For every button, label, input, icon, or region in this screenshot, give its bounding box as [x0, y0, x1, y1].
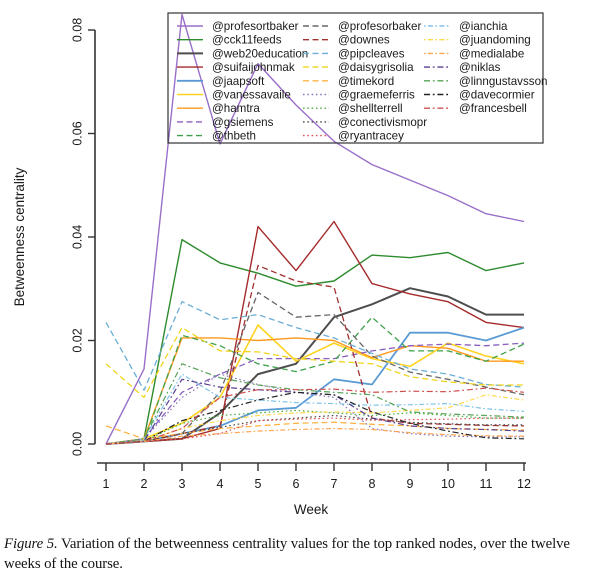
legend-label-profesortbaker: @profesortbaker	[212, 20, 299, 33]
legend-label-daisygrisolia: @daisygrisolia	[338, 61, 414, 74]
x-tick-label: 12	[517, 477, 531, 491]
legend-label-francesbell: @francesbell	[459, 102, 527, 115]
x-tick-label: 2	[141, 477, 148, 491]
x-tick-label: 6	[293, 477, 300, 491]
legend-label-graemeferris: @graemeferris	[338, 89, 415, 102]
legend-item: @cck11feeds	[177, 34, 282, 47]
y-tick-label: 0.02	[70, 328, 84, 352]
legend-label-gsiemens: @gsiemens	[212, 116, 274, 129]
legend-item: @medialabe	[424, 47, 524, 60]
legend-item: @daisygrisolia	[303, 61, 414, 74]
x-tick-label: 1	[103, 477, 110, 491]
series-line-medialabe	[105, 427, 525, 445]
series-line-ryantracey	[105, 417, 524, 445]
legend-item: @jaapsoft	[177, 75, 265, 88]
legend-item: @thbeth	[177, 130, 256, 143]
y-tick-label: 0.00	[70, 432, 84, 456]
series-line-linngustavsson	[105, 363, 525, 445]
legend-item: @ianchia	[424, 20, 508, 33]
legend-label-hamtra: @hamtra	[212, 102, 260, 115]
series-line-francesbell	[105, 387, 525, 445]
series-line-profesortbaker	[105, 13, 525, 445]
legend-item: @vanessavaile	[177, 89, 291, 102]
series-line-hamtra	[105, 337, 524, 445]
y-tick-label: 0.04	[70, 225, 84, 249]
series-line-cck11feeds	[105, 238, 525, 445]
legend-label-shellterrell: @shellterrell	[338, 102, 403, 115]
y-axis-title: Betweenness centrality	[12, 167, 27, 306]
legend-item: @davecormier	[424, 89, 535, 102]
x-axis-title: Week	[294, 502, 329, 517]
figure-caption: Figure 5. Variation of the betweenness c…	[4, 535, 580, 574]
y-tick-label: 0.08	[70, 18, 84, 42]
legend-label-linngustavsson: @linngustavsson	[459, 75, 547, 88]
legend-label-vanessavaile: @vanessavaile	[212, 89, 291, 102]
legend-label-downes: @downes	[338, 34, 390, 47]
legend-item: @downes	[303, 34, 390, 47]
legend-label-web20education: @web20education	[212, 47, 308, 60]
series-line-conectivismopr	[105, 414, 524, 445]
legend-label-timekord: @timekord	[338, 75, 394, 88]
legend-border	[167, 12, 544, 144]
legend-item: @francesbell	[424, 102, 527, 115]
series-line-profesorbaker	[105, 291, 525, 445]
legend-item: @ryantracey	[303, 130, 404, 143]
x-tick-label: 4	[217, 477, 224, 491]
legend-label-davecormier: @davecormier	[459, 89, 535, 102]
x-tick-label: 5	[255, 477, 262, 491]
x-tick-label: 8	[369, 477, 376, 491]
legend-label-ianchia: @ianchia	[459, 20, 508, 33]
legend-item: @niklas	[424, 61, 501, 74]
x-tick-label: 7	[331, 477, 338, 491]
legend-item: @graemeferris	[303, 89, 415, 102]
legend-label-ryantracey: @ryantracey	[338, 130, 404, 143]
series-lines	[105, 13, 525, 445]
legend-label-jaapsoft: @jaapsoft	[212, 75, 265, 88]
series-line-vanessavaile	[105, 324, 525, 445]
legend-label-pipcleaves: @pipcleaves	[338, 47, 405, 60]
legend-item: @juandoming	[424, 34, 531, 47]
legend-item: @profesorbaker	[303, 20, 421, 33]
legend-label-thbeth: @thbeth	[212, 130, 256, 143]
legend-label-medialabe: @medialabe	[459, 47, 524, 60]
legend-label-niklas: @niklas	[459, 61, 501, 74]
legend-item: @suifaijohnmak	[177, 61, 295, 74]
x-tick-label: 10	[441, 477, 455, 491]
series-line-jaapsoft	[105, 326, 525, 445]
y-tick-label: 0.06	[70, 121, 84, 145]
legend-item: @conectivismopr	[303, 116, 427, 129]
legend-item: @web20education	[177, 47, 308, 60]
legend-item: @pipcleaves	[303, 47, 405, 60]
x-tick-label: 9	[407, 477, 414, 491]
legend: @profesortbaker@cck11feeds@web20educatio…	[167, 12, 547, 144]
legend-label-conectivismopr: @conectivismopr	[338, 116, 427, 129]
series-line-pipcleaves	[105, 301, 525, 391]
series-line-daisygrisolia	[105, 326, 524, 399]
series-line-gsiemens	[105, 342, 525, 445]
legend-item: @hamtra	[177, 102, 260, 115]
legend-label-cck11feeds: @cck11feeds	[212, 34, 282, 47]
figure-caption-text: Variation of the betweenness centrality …	[4, 536, 570, 572]
figure-caption-label: Figure 5.	[4, 536, 58, 552]
x-tick-label: 3	[179, 477, 186, 491]
legend-label-juandoming: @juandoming	[459, 34, 531, 47]
series-line-juandoming	[105, 394, 525, 445]
axes: 0.000.020.040.060.081 2 3 4 5 6 7 8 9 10 11 12Betwe…	[12, 18, 531, 517]
legend-item: @gsiemens	[177, 116, 274, 129]
legend-label-profesorbaker: @profesorbaker	[338, 20, 421, 33]
series-line-thbeth	[105, 316, 525, 445]
legend-label-suifaijohnmak: @suifaijohnmak	[212, 61, 295, 74]
series-line-graemeferris	[105, 373, 524, 445]
betweenness-centrality-chart: 0.000.020.040.060.081 2 3 4 5 6 7 8 9 10 11 12Betwe…	[12, 12, 547, 517]
legend-item: @linngustavsson	[424, 75, 547, 88]
series-line-ianchia	[105, 373, 525, 445]
series-line-shellterrell	[105, 409, 524, 445]
legend-item: @timekord	[303, 75, 394, 88]
legend-item: @profesortbaker	[177, 20, 299, 33]
legend-item: @shellterrell	[303, 102, 403, 115]
series-line-davecormier	[105, 391, 525, 445]
x-tick-label: 11	[480, 477, 493, 491]
